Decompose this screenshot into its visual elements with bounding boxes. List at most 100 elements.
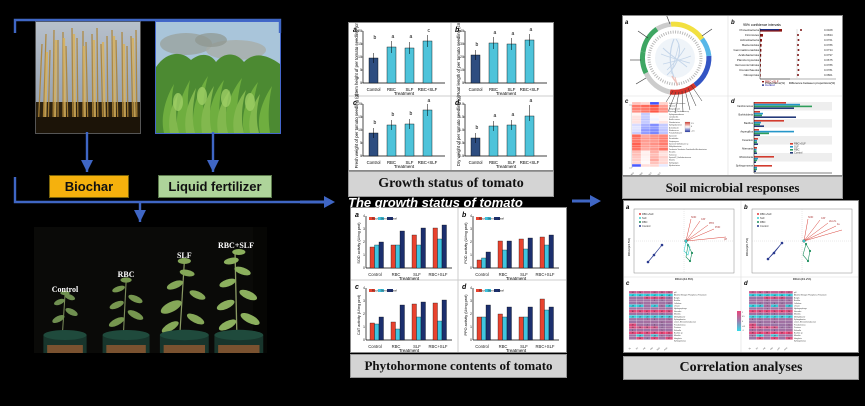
svg-text:Sphingopyxis: Sphingopyxis: [669, 162, 679, 164]
svg-text:CAT: CAT: [776, 346, 781, 351]
svg-text:0.0834: 0.0834: [824, 33, 833, 37]
svg-text:0: 0: [470, 266, 472, 270]
svg-text:Flavobacterium: Flavobacterium: [669, 121, 681, 124]
svg-text:-37: -37: [639, 335, 641, 337]
svg-text:37: 37: [668, 338, 670, 340]
svg-text:-38: -38: [781, 316, 783, 318]
svg-text:FW: FW: [643, 347, 647, 351]
svg-text:27: 27: [752, 292, 754, 294]
svg-text:26: 26: [639, 292, 641, 294]
svg-text:7: 7: [774, 319, 775, 321]
svg-text:b: b: [462, 212, 467, 219]
svg-text:6: 6: [767, 314, 768, 316]
svg-text:5: 5: [767, 303, 768, 305]
svg-text:unid_f_Nitrosomonadaceae: unid_f_Nitrosomonadaceae: [674, 321, 696, 324]
svg-text:POD: POD: [664, 347, 669, 352]
svg-text:Bacillus sp: Bacillus sp: [794, 333, 803, 335]
svg-text:Root: Root: [479, 217, 486, 221]
svg-text:Lactobacillus: Lactobacillus: [669, 116, 678, 119]
svg-text:DW: DW: [650, 347, 654, 351]
svg-text:CAT activity (U/mg prot): CAT activity (U/mg prot): [357, 294, 361, 335]
svg-text:Haegleria: Haegleria: [674, 338, 682, 340]
svg-text:Control: Control: [642, 224, 651, 228]
svg-text:30: 30: [774, 298, 776, 300]
svg-text:Cellulase: Cellulase: [674, 303, 681, 305]
svg-text:Crenarchaeota: Crenarchaeota: [739, 68, 759, 72]
svg-text:-46: -46: [661, 295, 663, 297]
svg-text:0.5: 0.5: [742, 316, 745, 318]
svg-text:0.0797: 0.0797: [824, 53, 833, 57]
svg-text:Massilia: Massilia: [794, 335, 801, 337]
svg-text:-43: -43: [632, 306, 634, 308]
svg-text:Alkaline Nitrogen Phosphorus P: Alkaline Nitrogen Phosphorus Potassium: [794, 294, 827, 297]
svg-text:Massilia: Massilia: [794, 314, 801, 316]
svg-text:29: 29: [781, 298, 783, 300]
svg-text:7: 7: [752, 330, 753, 332]
svg-text:RBC+SLF: RBC+SLF: [429, 344, 448, 349]
svg-text:Variovorax: Variovorax: [669, 154, 677, 156]
svg-text:RBC+SLF: RBC+SLF: [429, 272, 448, 277]
svg-text:Control: Control: [475, 344, 489, 349]
svg-text:4: 4: [760, 322, 761, 324]
svg-text:Bacillus sp: Bacillus sp: [674, 333, 683, 335]
svg-text:5: 5: [640, 303, 641, 305]
svg-text:Control: Control: [628, 171, 635, 175]
svg-text:-40: -40: [646, 316, 648, 318]
svg-text:42: 42: [639, 333, 641, 335]
svg-text:38: 38: [654, 333, 656, 335]
svg-text:Nocardia: Nocardia: [669, 152, 675, 154]
svg-text:6: 6: [774, 322, 775, 324]
svg-text:24: 24: [654, 292, 656, 294]
svg-text:Control: Control: [794, 151, 803, 155]
svg-text:Proteobacteria: Proteobacteria: [739, 28, 759, 32]
svg-text:0.0734: 0.0734: [824, 48, 833, 52]
svg-text:38: 38: [766, 333, 768, 335]
svg-text:-44: -44: [668, 295, 670, 297]
svg-text:-47: -47: [653, 295, 655, 297]
svg-text:Treatment: Treatment: [506, 276, 527, 281]
svg-text:-39: -39: [668, 306, 670, 308]
svg-text:2: 2: [470, 312, 472, 316]
svg-text:RDA2(24.5%): RDA2(24.5%): [627, 238, 631, 257]
svg-text:Nocardia: Nocardia: [794, 311, 801, 313]
svg-text:Stem: Stem: [487, 289, 495, 293]
svg-text:27: 27: [781, 292, 783, 294]
svg-text:Root: Root: [372, 289, 379, 293]
svg-text:-38: -38: [653, 316, 655, 318]
svg-text:Treatment: Treatment: [506, 348, 527, 352]
svg-text:Bacillus: Bacillus: [744, 121, 754, 125]
svg-text:1: 1: [363, 253, 365, 257]
svg-text:28: 28: [654, 327, 656, 329]
svg-text:3: 3: [632, 330, 633, 332]
svg-text:37: 37: [632, 325, 634, 327]
svg-text:6: 6: [654, 325, 655, 327]
svg-text:pH: pH: [794, 292, 797, 294]
svg-text:Methylobacter: Methylobacter: [794, 315, 806, 318]
svg-text:-40: -40: [752, 316, 754, 318]
svg-text:RBC+SLF: RBC+SLF: [536, 344, 555, 349]
svg-text:Fusarium: Fusarium: [742, 138, 753, 142]
svg-text:37: 37: [654, 311, 656, 313]
svg-text:RBC+SLF: RBC+SLF: [760, 212, 772, 216]
svg-text:28: 28: [759, 327, 761, 329]
svg-text:4: 4: [760, 314, 761, 316]
svg-text:-47: -47: [632, 295, 634, 297]
svg-text:PPO: PPO: [784, 347, 789, 352]
svg-text:0: 0: [470, 338, 472, 342]
svg-text:-45: -45: [639, 295, 641, 297]
svg-text:33: 33: [632, 327, 634, 329]
svg-text:Nocardioides: Nocardioides: [669, 138, 679, 140]
svg-text:24: 24: [632, 292, 634, 294]
svg-text:Mycobacterium: Mycobacterium: [669, 164, 680, 167]
svg-text:25: 25: [661, 292, 663, 294]
svg-text:SH: SH: [636, 347, 640, 351]
svg-text:-46: -46: [752, 306, 754, 308]
svg-text:38: 38: [646, 333, 648, 335]
svg-text:RDA1(44.8%): RDA1(44.8%): [675, 277, 694, 281]
svg-text:Control: Control: [368, 344, 382, 349]
svg-text:Sphingomonas: Sphingomonas: [736, 164, 754, 168]
svg-text:b: b: [731, 20, 735, 26]
svg-text:5: 5: [661, 306, 662, 308]
svg-text:1: 1: [363, 325, 365, 329]
svg-text:Species14: Species14: [669, 135, 677, 137]
